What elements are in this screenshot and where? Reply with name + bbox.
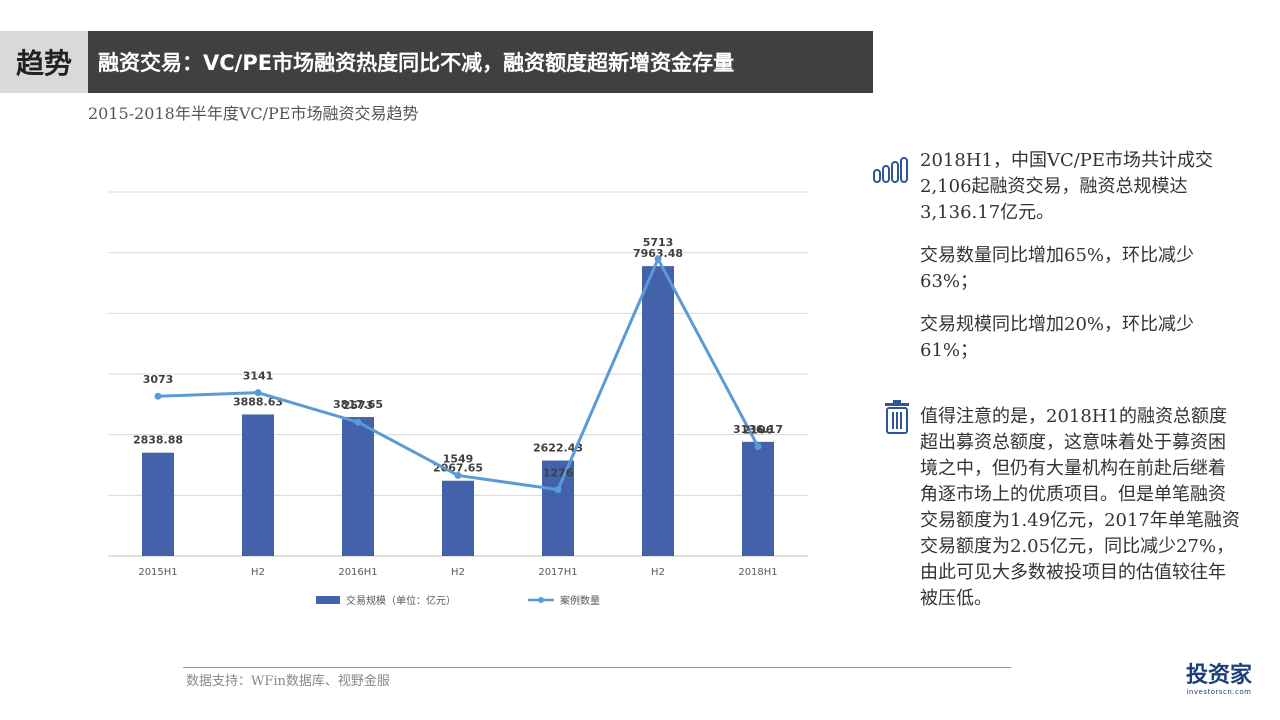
legend-line-label: 案例数量 <box>560 594 600 607</box>
bar <box>542 460 574 556</box>
x-tick-label: H2 <box>251 567 265 578</box>
legend-bar-label: 交易规模（单位：亿元） <box>346 594 456 607</box>
x-tick-label: 2018H1 <box>738 567 777 578</box>
x-tick-label: 2015H1 <box>138 567 177 578</box>
legend-bar-swatch <box>316 596 340 604</box>
legend-line-marker <box>538 597 544 603</box>
line-data-label: 2573 <box>343 399 374 412</box>
x-tick-label: H2 <box>451 567 465 578</box>
line-point <box>454 471 462 479</box>
trash-icon <box>885 400 909 434</box>
line-data-label: 1276 <box>543 467 574 480</box>
brand-logo: 投资家 investorscn.com <box>1185 663 1252 697</box>
section-tag: 趋势 <box>0 31 88 93</box>
x-tick-label: 2016H1 <box>338 567 377 578</box>
logo-text: 投资家 <box>1185 663 1252 688</box>
bar-data-label: 2838.88 <box>133 434 183 447</box>
bar <box>242 414 274 556</box>
bar-data-label: 3817.65 <box>333 398 383 411</box>
chart-subtitle: 2015-2018年半年度VC/PE市场融资交易趋势 <box>88 104 419 123</box>
line-point <box>554 486 562 494</box>
bar <box>342 417 374 556</box>
bar <box>442 480 474 556</box>
line-point <box>654 255 662 263</box>
x-tick-label: 2017H1 <box>538 567 577 578</box>
bar-data-label: 3888.63 <box>233 395 283 408</box>
note-text: 值得注意的是，2018H1的融资总额度超出募资总额度，这意味着处于募资困境之中，… <box>920 406 1240 609</box>
line-data-label: 5713 <box>643 236 674 249</box>
chart: 2838.88 2015H1 3888.63 H2 3817.65 2016H1 2067.… <box>108 191 808 607</box>
bar <box>742 441 774 556</box>
line-data-label: 3073 <box>143 373 174 386</box>
page-title: 融资交易：VC/PE市场融资热度同比不减，融资额度超新增资金存量 <box>88 31 873 93</box>
summary-text: 2018H1，中国VC/PE市场共计成交2,106起融资交易，融资总规模达3,1… <box>920 150 1214 223</box>
data-source: 数据支持：WFin数据库、视野金服 <box>186 674 390 689</box>
bar-data-label: 7963.48 <box>633 247 683 260</box>
bar-data-label: 2622.43 <box>533 442 583 455</box>
x-tick-label: H2 <box>651 567 665 578</box>
line-point <box>154 392 162 400</box>
line-point <box>254 389 262 397</box>
bar-chart-icon <box>873 157 908 183</box>
bar <box>142 452 174 556</box>
count-change-text: 交易数量同比增加65%，环比减少63%； <box>920 245 1195 292</box>
line-point <box>354 418 362 426</box>
footer-divider <box>183 667 1011 668</box>
logo-url: investorscn.com <box>1186 688 1252 696</box>
scale-change-text: 交易规模同比增加20%，环比减少61%； <box>920 314 1195 361</box>
line-data-label: 1549 <box>443 452 474 465</box>
line-data-label: 2106 <box>743 423 774 436</box>
line-data-label: 3141 <box>243 370 274 383</box>
line-point <box>754 442 762 450</box>
bar-data-label: 2067.65 <box>433 462 483 475</box>
bar <box>642 266 674 556</box>
